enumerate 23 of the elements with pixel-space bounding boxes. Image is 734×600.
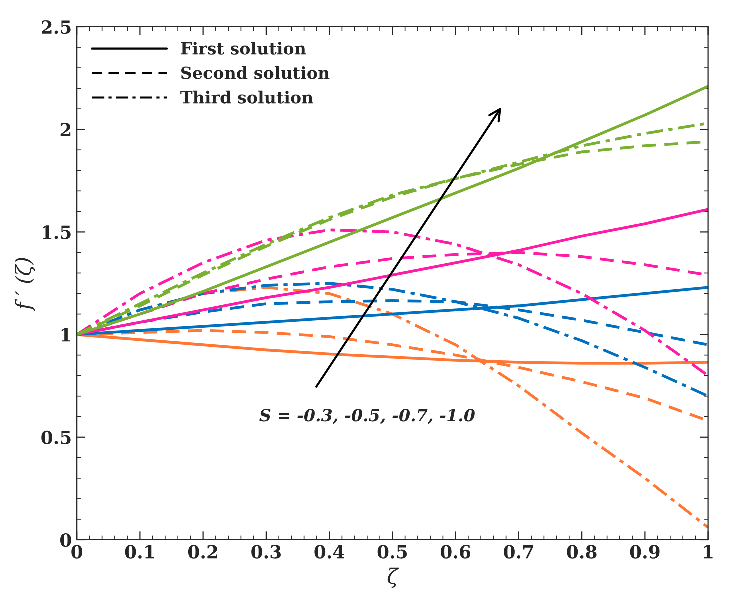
annotation: S = -0.3, -0.5, -0.7, -1.0 — [260, 409, 475, 424]
x-tick-label: 1 — [704, 545, 713, 559]
y-tick-label: 2.5 — [42, 20, 71, 34]
x-tick-label: 0.8 — [567, 545, 597, 559]
x-axis-title: ζ — [388, 568, 400, 588]
annotation: Third solution — [180, 90, 314, 104]
x-tick-label: 0.3 — [252, 545, 281, 559]
x-tick-label: 0.1 — [125, 545, 154, 559]
x-tick-label: 0.4 — [314, 545, 345, 559]
annotation: Second solution — [182, 66, 330, 80]
y-axis-title: f ′ (ζ) — [15, 258, 36, 312]
y-tick-label: 1.5 — [43, 226, 71, 240]
y-tick-label: 2 — [60, 123, 71, 136]
x-tick-label: 0 — [72, 545, 83, 559]
x-tick-label: 0.5 — [378, 545, 408, 559]
y-tick-label: 0 — [60, 533, 72, 548]
y-tick-label: 1 — [62, 328, 70, 342]
x-tick-label: 0.2 — [188, 545, 218, 559]
annotation: First solution — [181, 42, 306, 55]
x-tick-label: 0.7 — [504, 545, 534, 559]
y-tick-label: 0.5 — [42, 430, 71, 445]
x-tick-label: 0.9 — [630, 545, 660, 559]
x-tick-label: 0.6 — [440, 545, 471, 559]
